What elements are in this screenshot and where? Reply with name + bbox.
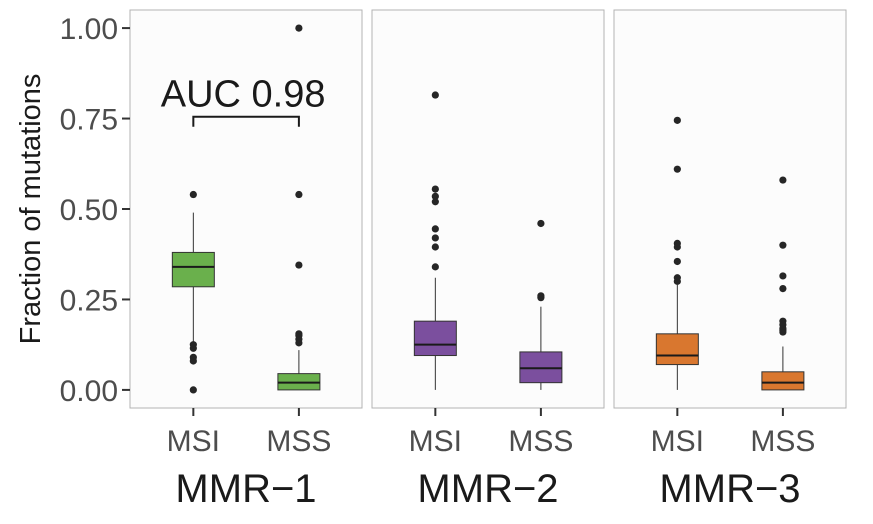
- facet-label: MMR−3: [659, 467, 800, 511]
- outlier-point: [189, 190, 197, 199]
- facet-panel: MSI MSS MMR−2: [371, 9, 605, 511]
- box: [171, 251, 215, 288]
- box-group: [519, 219, 563, 390]
- panel-border: [371, 9, 605, 409]
- outlier-point: [295, 339, 303, 347]
- outlier-point: [431, 234, 439, 242]
- outlier-point: [295, 24, 303, 32]
- y-axis-title: Fraction of mutations: [15, 74, 47, 345]
- outlier-point: [779, 272, 787, 280]
- outlier-point: [431, 185, 439, 193]
- y-tick-label: 0.50: [60, 194, 118, 227]
- outlier-point: [779, 176, 787, 184]
- box-group: [277, 24, 321, 391]
- outlier-point: [779, 328, 787, 336]
- outlier-point: [431, 91, 439, 99]
- y-tick-label: 0.75: [60, 104, 118, 137]
- outlier-point: [431, 225, 439, 233]
- auc-bracket: AUC 0.98: [161, 74, 326, 127]
- y-axis: 0.00 0.25 0.50 0.75 1.00: [60, 13, 130, 408]
- facet-label: MMR−1: [175, 467, 316, 511]
- x-tick-label: MSI: [409, 425, 462, 458]
- outlier-point: [431, 192, 439, 200]
- outlier-point: [779, 241, 787, 249]
- facet-panel: MSI MSS MMR−3: [613, 9, 847, 511]
- facet-panels: MSI MSS MMR−1 AUC 0.98 MSI MSS MMR−2 MSI MSS MMR−…: [129, 9, 847, 511]
- outlier-point: [673, 116, 681, 124]
- outlier-point: [189, 357, 197, 365]
- box: [655, 333, 699, 366]
- outlier-point: [295, 190, 303, 199]
- y-tick-label: 0.00: [60, 375, 118, 408]
- panel-border: [613, 9, 847, 409]
- x-tick-label: MSI: [651, 425, 704, 458]
- outlier-point: [673, 257, 681, 266]
- panel-border: [129, 9, 363, 409]
- box-group: [171, 190, 215, 394]
- outlier-point: [431, 198, 439, 206]
- x-tick-label: MSS: [750, 425, 815, 458]
- y-tick-label: 0.25: [60, 284, 118, 317]
- outlier-point: [189, 344, 197, 352]
- facet-panel: MSI MSS MMR−1 AUC 0.98: [129, 9, 363, 511]
- box-group: [761, 176, 805, 391]
- box-group: [413, 91, 457, 390]
- box: [761, 371, 805, 391]
- bracket-line: [192, 115, 300, 127]
- outlier-point: [295, 261, 303, 269]
- outlier-point: [673, 165, 681, 173]
- x-tick-label: MSS: [508, 425, 573, 458]
- outlier-point: [779, 285, 787, 293]
- outlier-point: [431, 263, 439, 271]
- y-tick-label: 1.00: [60, 13, 118, 46]
- box: [413, 320, 457, 357]
- facet-label: MMR−2: [417, 467, 558, 511]
- outlier-point: [537, 219, 545, 228]
- outlier-point: [537, 294, 545, 302]
- outlier-point: [673, 243, 681, 251]
- outlier-point: [673, 277, 681, 285]
- x-tick-label: MSS: [266, 425, 331, 458]
- outlier-point: [431, 243, 439, 251]
- auc-label: AUC 0.98: [161, 74, 326, 116]
- outlier-point: [189, 386, 197, 394]
- x-tick-label: MSI: [167, 425, 220, 458]
- box-group: [655, 116, 699, 390]
